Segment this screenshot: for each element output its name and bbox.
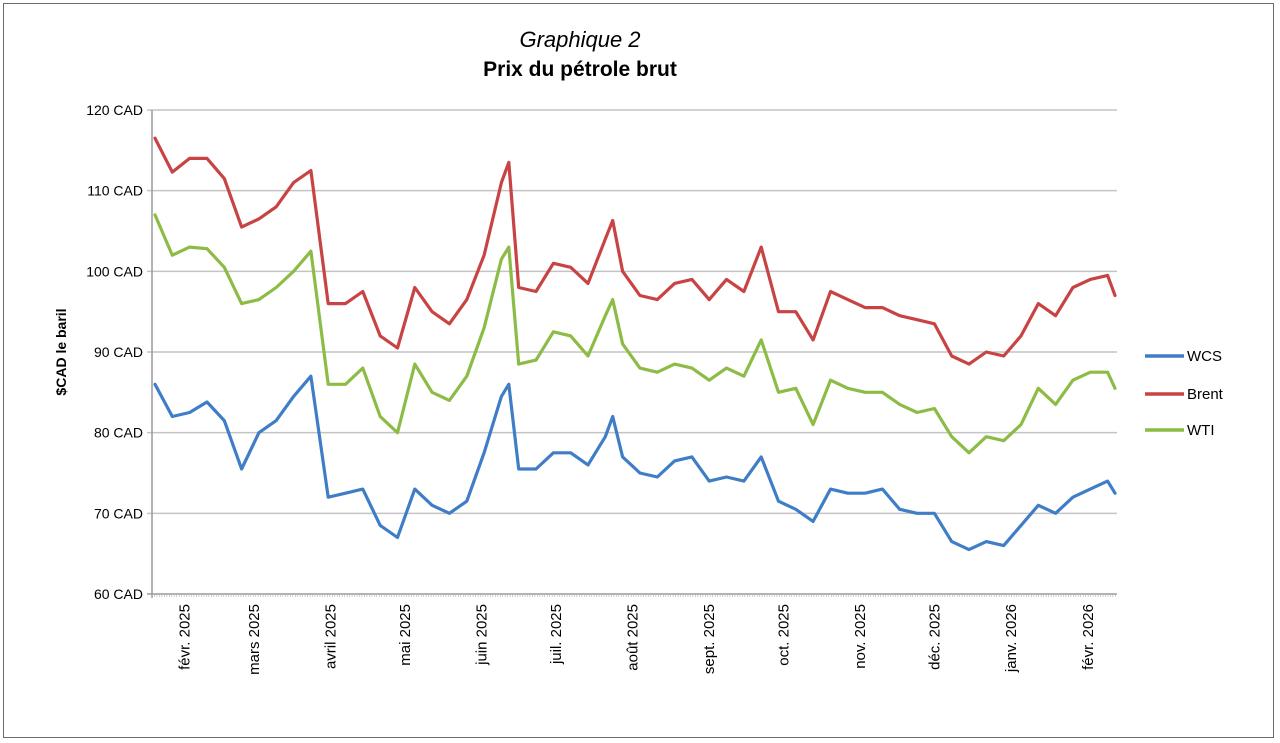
- x-tick-label: janv. 2026: [1003, 604, 1020, 673]
- legend-label-wti: WTI: [1187, 422, 1215, 439]
- series-line-wcs: [153, 374, 1117, 552]
- x-tick-label: juin 2025: [474, 604, 491, 666]
- x-axis-ticks: févr. 2025 mars 2025 avril 2025 mai 2025 jui…: [177, 604, 1097, 675]
- series-line-wti: [153, 213, 1117, 455]
- x-tick-label: févr. 2025: [177, 604, 194, 670]
- legend-label-wcs: WCS: [1187, 348, 1222, 365]
- legend-label-brent: Brent: [1187, 386, 1224, 403]
- y-tick-label: 110 CAD: [87, 183, 143, 199]
- series-line-brent: [153, 136, 1117, 366]
- chart-frame: [3, 3, 1274, 738]
- legend: WCS Brent WTI: [1145, 348, 1224, 439]
- y-tick-label: 90 CAD: [94, 344, 143, 360]
- x-tick-label: févr. 2026: [1080, 604, 1097, 670]
- y-tick-label: 100 CAD: [86, 263, 143, 279]
- y-axis-ticks: 60 CAD 70 CAD 80 CAD 90 CAD 100 CAD 110 CAD 12…: [86, 102, 143, 602]
- x-tick-label: août 2025: [625, 604, 642, 671]
- x-tick-label: mai 2025: [397, 604, 414, 666]
- x-tick-label: sept. 2025: [701, 604, 718, 674]
- chart-subtitle: Prix du pétrole brut: [483, 58, 677, 81]
- series-lines: [153, 136, 1117, 552]
- x-tick-label: déc. 2025: [926, 604, 943, 670]
- x-tick-label: avril 2025: [323, 604, 340, 669]
- x-tick-label: mars 2025: [246, 604, 263, 675]
- y-axis-label: $CAD le baril: [53, 308, 69, 395]
- x-tick-label: juil. 2025: [548, 604, 565, 665]
- x-tick-label: oct. 2025: [775, 604, 792, 666]
- chart-title: Graphique 2: [519, 27, 641, 52]
- x-tick-label: nov. 2025: [852, 604, 869, 669]
- y-tick-label: 120 CAD: [86, 102, 143, 118]
- gridlines: [147, 109, 1117, 598]
- y-tick-label: 80 CAD: [94, 425, 143, 441]
- y-tick-label: 60 CAD: [94, 586, 143, 602]
- y-tick-label: 70 CAD: [94, 505, 143, 521]
